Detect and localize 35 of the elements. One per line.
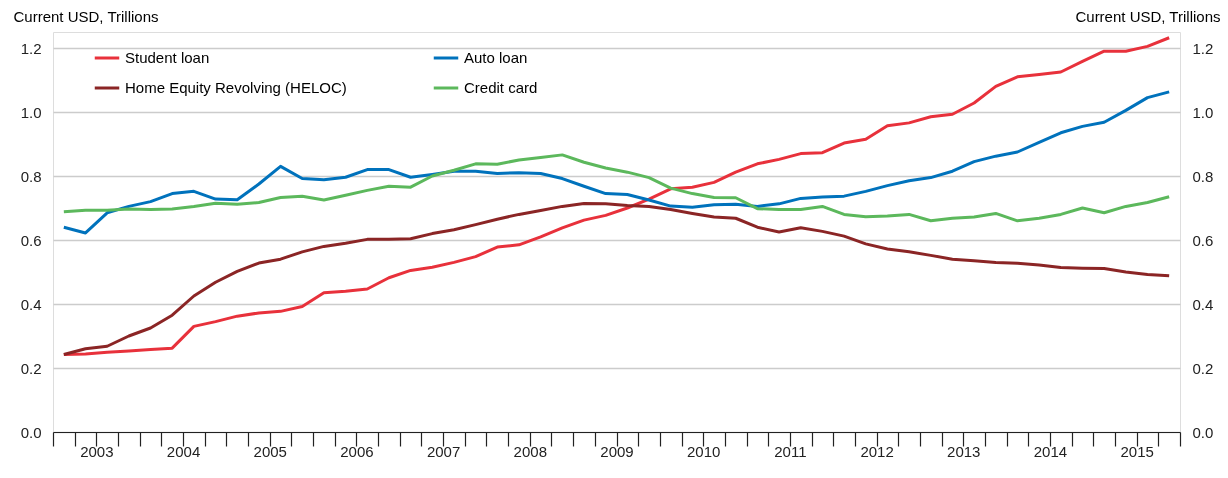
x-tick-label: 2014 xyxy=(1033,442,1068,460)
line-series xyxy=(62,202,1171,357)
x-tick-label: 2010 xyxy=(687,442,721,460)
y-axis-title: Current USD, Trillions xyxy=(13,7,159,25)
legend-label: Student loan xyxy=(125,49,210,66)
x-tick-label: 2006 xyxy=(340,442,374,460)
x-tick-label: 2009 xyxy=(600,442,634,460)
x-tick-label: 2011 xyxy=(774,442,807,460)
x-tick-label: 2013 xyxy=(947,442,981,460)
y2-tick-label: 1.2 xyxy=(1192,39,1214,57)
y2-axis-title: Current USD, Trillions xyxy=(1075,7,1221,25)
x-tick-label: 2007 xyxy=(426,442,461,460)
y2-tick-label: 0.0 xyxy=(1192,423,1214,441)
legend-label: Auto loan xyxy=(464,49,528,66)
y-tick-label: 0.8 xyxy=(20,167,42,185)
line-series xyxy=(62,153,1171,223)
x-tick-label: 2015 xyxy=(1120,442,1154,460)
x-tick-label: 2003 xyxy=(80,442,114,460)
y-tick-label: 1.2 xyxy=(20,39,42,57)
legend-label: Home Equity Revolving (HELOC) xyxy=(125,79,347,96)
y-tick-label: 0.6 xyxy=(20,231,42,249)
y2-tick-label: 0.8 xyxy=(1192,167,1214,185)
y-tick-label: 0.2 xyxy=(20,359,42,377)
x-tick-label: 2005 xyxy=(253,442,287,460)
x-tick-label: 2008 xyxy=(513,442,547,460)
y2-tick-label: 0.6 xyxy=(1192,231,1214,249)
y-tick-label: 0.0 xyxy=(20,423,42,441)
x-tick-label: 2004 xyxy=(166,442,201,460)
x-tick-label: 2012 xyxy=(860,442,894,460)
y-tick-label: 0.4 xyxy=(20,295,42,313)
y2-tick-label: 0.4 xyxy=(1192,295,1214,313)
y-tick-label: 1.0 xyxy=(20,103,42,121)
y2-tick-label: 0.2 xyxy=(1192,359,1214,377)
legend-label: Credit card xyxy=(464,79,538,96)
y2-tick-label: 1.0 xyxy=(1192,103,1214,121)
